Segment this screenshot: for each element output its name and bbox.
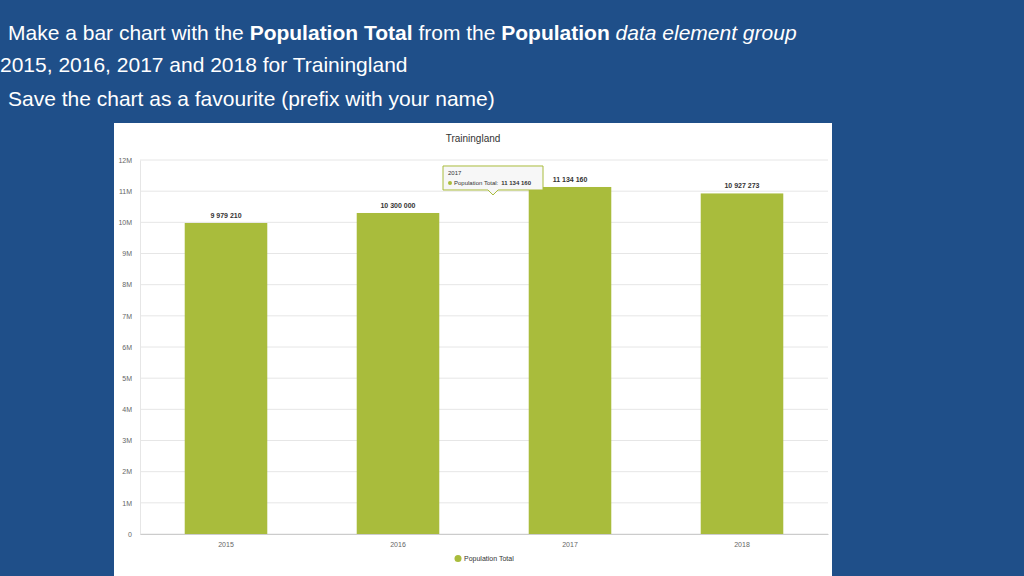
y-tick: 12M — [118, 157, 140, 164]
tooltip: 2017 Population Total:11 134 160 — [443, 166, 543, 195]
y-tick-label: 2M — [122, 468, 132, 475]
x-axis: 2015 2016 2017 2018 — [141, 534, 829, 548]
grid — [140, 160, 828, 534]
instruction-segment: Population — [501, 21, 610, 44]
tooltip-box — [443, 166, 543, 195]
y-tick: 4M — [122, 406, 140, 413]
instruction-segment: data element group — [610, 21, 797, 44]
instruction-segment: Population Total — [250, 21, 413, 44]
x-tick: 2017 — [562, 534, 578, 548]
legend-marker — [455, 555, 462, 562]
y-tick: 2M — [122, 468, 140, 475]
x-tick-label: 2016 — [390, 541, 406, 548]
chart-title: Trainingland — [446, 133, 501, 144]
y-tick-label: 1M — [122, 500, 132, 507]
tooltip-line: Population Total:11 134 160 — [454, 180, 532, 186]
instruction-line: Make a bar chart with the Population Tot… — [8, 21, 797, 44]
legend-label: Population Total — [464, 555, 514, 563]
tooltip-series-label: Population Total: — [454, 180, 499, 186]
y-tick-label: 4M — [122, 406, 132, 413]
y-tick: 5M — [122, 375, 140, 382]
x-axis-line — [141, 534, 829, 535]
tooltip-title: 2017 — [448, 170, 462, 176]
bar — [529, 187, 612, 534]
data-label: 11 134 160 — [553, 176, 588, 183]
x-tick: 2015 — [218, 534, 234, 548]
y-tick-label: 6M — [122, 344, 132, 351]
y-tick: 3M — [122, 437, 140, 444]
bars — [185, 187, 784, 534]
slide: Make a bar chart with the Population Tot… — [0, 0, 1024, 576]
y-tick-label: 3M — [122, 437, 132, 444]
bar — [701, 193, 784, 534]
x-tick: 2018 — [734, 534, 750, 548]
instruction-segment: Save the chart as a favourite (prefix wi… — [8, 87, 495, 110]
y-tick-label: 8M — [122, 281, 132, 288]
tooltip-marker — [448, 181, 452, 185]
y-tick: 10M — [118, 219, 140, 226]
data-label: 10 300 000 — [380, 202, 415, 209]
data-label: 9 979 210 — [210, 212, 241, 219]
x-tick: 2016 — [390, 534, 406, 548]
y-tick-label: 11M — [119, 188, 132, 195]
y-tick: 9M — [122, 250, 140, 257]
y-tick-label: 0 — [128, 531, 132, 538]
y-tick: 8M — [122, 281, 140, 288]
y-tick-label: 10M — [118, 219, 132, 226]
y-tick: 0 — [128, 531, 140, 538]
y-tick: 11M — [119, 188, 140, 195]
grid-line — [140, 160, 828, 161]
tooltip-value: 11 134 160 — [501, 180, 531, 186]
data-labels: 9 979 210 10 300 000 11 134 160 10 927 273 — [210, 176, 759, 219]
x-tick-label: 2018 — [734, 541, 750, 548]
instruction-segment: from the — [413, 21, 502, 44]
y-tick: 6M — [122, 344, 140, 351]
y-tick-label: 7M — [122, 313, 132, 320]
bar — [357, 213, 440, 534]
bar — [185, 223, 268, 534]
y-tick: 7M — [122, 313, 140, 320]
y-tick-label: 12M — [118, 157, 132, 164]
instruction-segment: Make a bar chart with the — [8, 21, 250, 44]
grid-line — [140, 191, 828, 192]
x-tick-label: 2017 — [562, 541, 578, 548]
instruction-line: Save the chart as a favourite (prefix wi… — [8, 87, 495, 110]
instruction-line: 2015, 2016, 2017 and 2018 for Trainingla… — [0, 53, 408, 76]
chart-panel — [114, 123, 832, 576]
y-axis-line — [140, 161, 141, 535]
y-tick-label: 5M — [122, 375, 132, 382]
y-tick: 1M — [122, 500, 140, 507]
x-tick-label: 2015 — [218, 541, 234, 548]
instruction-segment: 2015, 2016, 2017 and 2018 for Trainingla… — [0, 53, 408, 76]
slide-background — [0, 0, 1024, 576]
data-label: 10 927 273 — [724, 182, 759, 189]
y-tick-label: 9M — [122, 250, 132, 257]
y-axis: 0 1M 2M 3M 4M 5M 6M 7M 8M 9M 10M 11M 12M — [118, 157, 140, 538]
legend: Population Total — [455, 555, 515, 563]
